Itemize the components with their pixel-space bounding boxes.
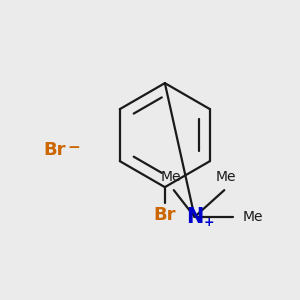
- Text: Me: Me: [242, 210, 262, 224]
- Text: N: N: [186, 207, 203, 227]
- Text: Me: Me: [215, 170, 236, 184]
- Text: +: +: [203, 216, 214, 229]
- Text: −: −: [68, 140, 81, 154]
- Text: Br: Br: [154, 206, 176, 224]
- Text: Me: Me: [160, 170, 181, 184]
- Text: Br: Br: [44, 141, 66, 159]
